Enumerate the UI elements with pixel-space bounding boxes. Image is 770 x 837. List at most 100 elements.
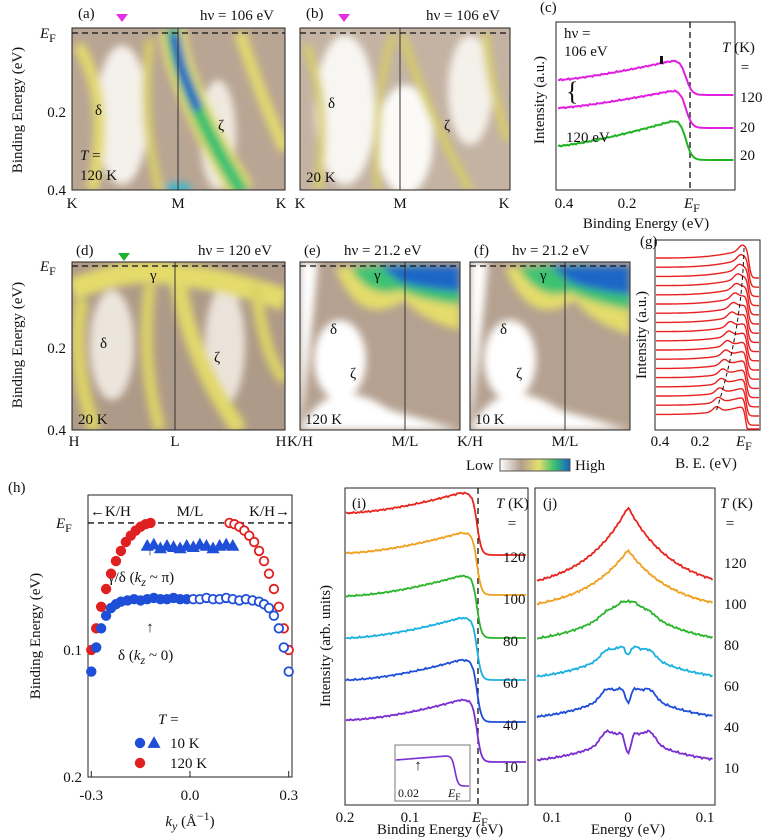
spectrum	[558, 59, 734, 96]
data-point	[273, 601, 285, 612]
data-point	[263, 602, 275, 614]
spectrum	[345, 616, 526, 681]
y-axis-label: Binding Energy (eV)	[28, 573, 44, 699]
temperature: T =	[80, 148, 101, 164]
data-point	[160, 538, 174, 551]
spectrum	[656, 263, 759, 298]
x-axis-label: Energy (eV)	[591, 822, 665, 837]
panel-e: (e) hν = 21.2 eV γ δ ζ 120 K K/H M/L	[287, 243, 461, 450]
data-point	[95, 623, 107, 634]
data-point	[167, 540, 181, 552]
inset-tick-label: 0.02	[398, 786, 419, 800]
band-label: ζ	[350, 366, 356, 382]
data-point	[91, 642, 102, 653]
data-point	[193, 537, 207, 550]
colorbar-label: Low	[466, 458, 494, 474]
spectrum	[536, 686, 713, 719]
temperature: 120	[724, 556, 747, 572]
spectrum	[656, 377, 759, 408]
y-tick-label: EF	[39, 259, 56, 278]
arpes-map	[470, 262, 630, 430]
spectrum	[345, 574, 526, 639]
y-tick-label: 0.4	[47, 183, 66, 199]
panel-label: (c)	[540, 0, 557, 16]
legend-title: T =	[158, 712, 179, 728]
y-tick-label: EF	[39, 26, 56, 45]
data-point	[268, 583, 280, 595]
data-point	[86, 666, 97, 677]
spectrum	[395, 755, 469, 787]
x-tick-label: K	[499, 196, 510, 212]
temperature: 120 K	[80, 168, 117, 184]
temperature: 120	[503, 550, 526, 566]
spectrum	[656, 292, 759, 325]
spectrum	[656, 244, 759, 279]
band-label: δ	[500, 322, 507, 338]
data-point	[283, 666, 294, 677]
spectrum	[656, 253, 759, 288]
spectrum	[656, 405, 759, 430]
photon-energy: hν = 106 eV	[200, 8, 274, 24]
temperature: 120	[740, 90, 763, 106]
legend-title: T (K)	[722, 40, 755, 56]
photon-energy: hν = 21.2 eV	[512, 243, 590, 259]
panel-label: (h)	[8, 480, 26, 496]
panel-label: (f)	[474, 243, 489, 259]
legend-title: T (K)	[496, 496, 529, 512]
y-tick-label: 0.2	[63, 770, 82, 786]
arrow: ↑	[146, 620, 154, 636]
spectrum	[656, 320, 759, 353]
band-label: δ	[330, 322, 337, 338]
x-tick-label: H	[276, 434, 287, 450]
data-point	[226, 538, 240, 551]
y-axis-label: Intensity (arb. units)	[318, 585, 334, 707]
spectrum	[345, 658, 526, 723]
band-label: δ	[328, 96, 335, 112]
spectrum	[345, 491, 526, 556]
x-tick-label: 0.2	[691, 434, 710, 450]
arpes-map	[300, 262, 460, 430]
data-point	[219, 537, 233, 550]
annotation: 120 eV	[566, 130, 610, 146]
temperature: 100	[503, 592, 526, 608]
x-tick-label: 0	[624, 810, 632, 826]
temperature: 20 K	[78, 412, 108, 428]
panel-label: (b)	[306, 6, 324, 22]
photon-energy: hν = 21.2 eV	[344, 243, 422, 259]
spectrum	[656, 396, 759, 426]
panel-label: (g)	[640, 234, 658, 250]
x-tick-label: 0.1	[401, 810, 420, 826]
x-tick-label: EF	[471, 810, 488, 829]
data-point	[134, 757, 146, 769]
x-tick-label: 0.1	[696, 810, 715, 826]
panel-label: (e)	[304, 243, 321, 259]
x-tick-label: 0.1	[543, 810, 562, 826]
x-axis-label: Binding Energy (eV)	[377, 822, 503, 837]
data-point	[258, 555, 270, 567]
x-axis-label: Binding Energy (eV)	[583, 216, 709, 232]
data-point	[115, 545, 127, 557]
panel-g: (g) Intensity (a.u.) 0.4 0.2 EF B. E. (e…	[634, 234, 761, 472]
x-tick-label: 0.2	[336, 810, 355, 826]
data-point	[278, 642, 289, 653]
x-tick-label: K	[276, 196, 287, 212]
x-tick-label: M	[393, 196, 406, 212]
arrow: ↑	[146, 543, 154, 559]
y-axis-label: Binding Energy (eV)	[10, 282, 26, 408]
data-point	[199, 538, 213, 551]
band-label: δ	[95, 103, 102, 119]
panel-label: (i)	[352, 496, 366, 512]
spectrum	[345, 531, 526, 596]
temperature: 60	[724, 679, 739, 695]
data-point	[248, 536, 260, 548]
direction-label: ←K/H	[90, 504, 131, 520]
band-label: γ	[539, 268, 547, 284]
arpes-map	[72, 262, 285, 430]
inset	[394, 744, 471, 802]
panel-d: (d) hν = 120 eV γ δ ζ 20 K EF 0.2 0.4 Bi…	[10, 243, 287, 450]
spectrum	[656, 368, 759, 399]
panel-label: (a)	[78, 6, 95, 22]
panel-f: (f) hν = 21.2 eV γ δ ζ 10 K K/H M/L	[457, 243, 631, 450]
x-tick-label: 0.2	[618, 196, 637, 212]
